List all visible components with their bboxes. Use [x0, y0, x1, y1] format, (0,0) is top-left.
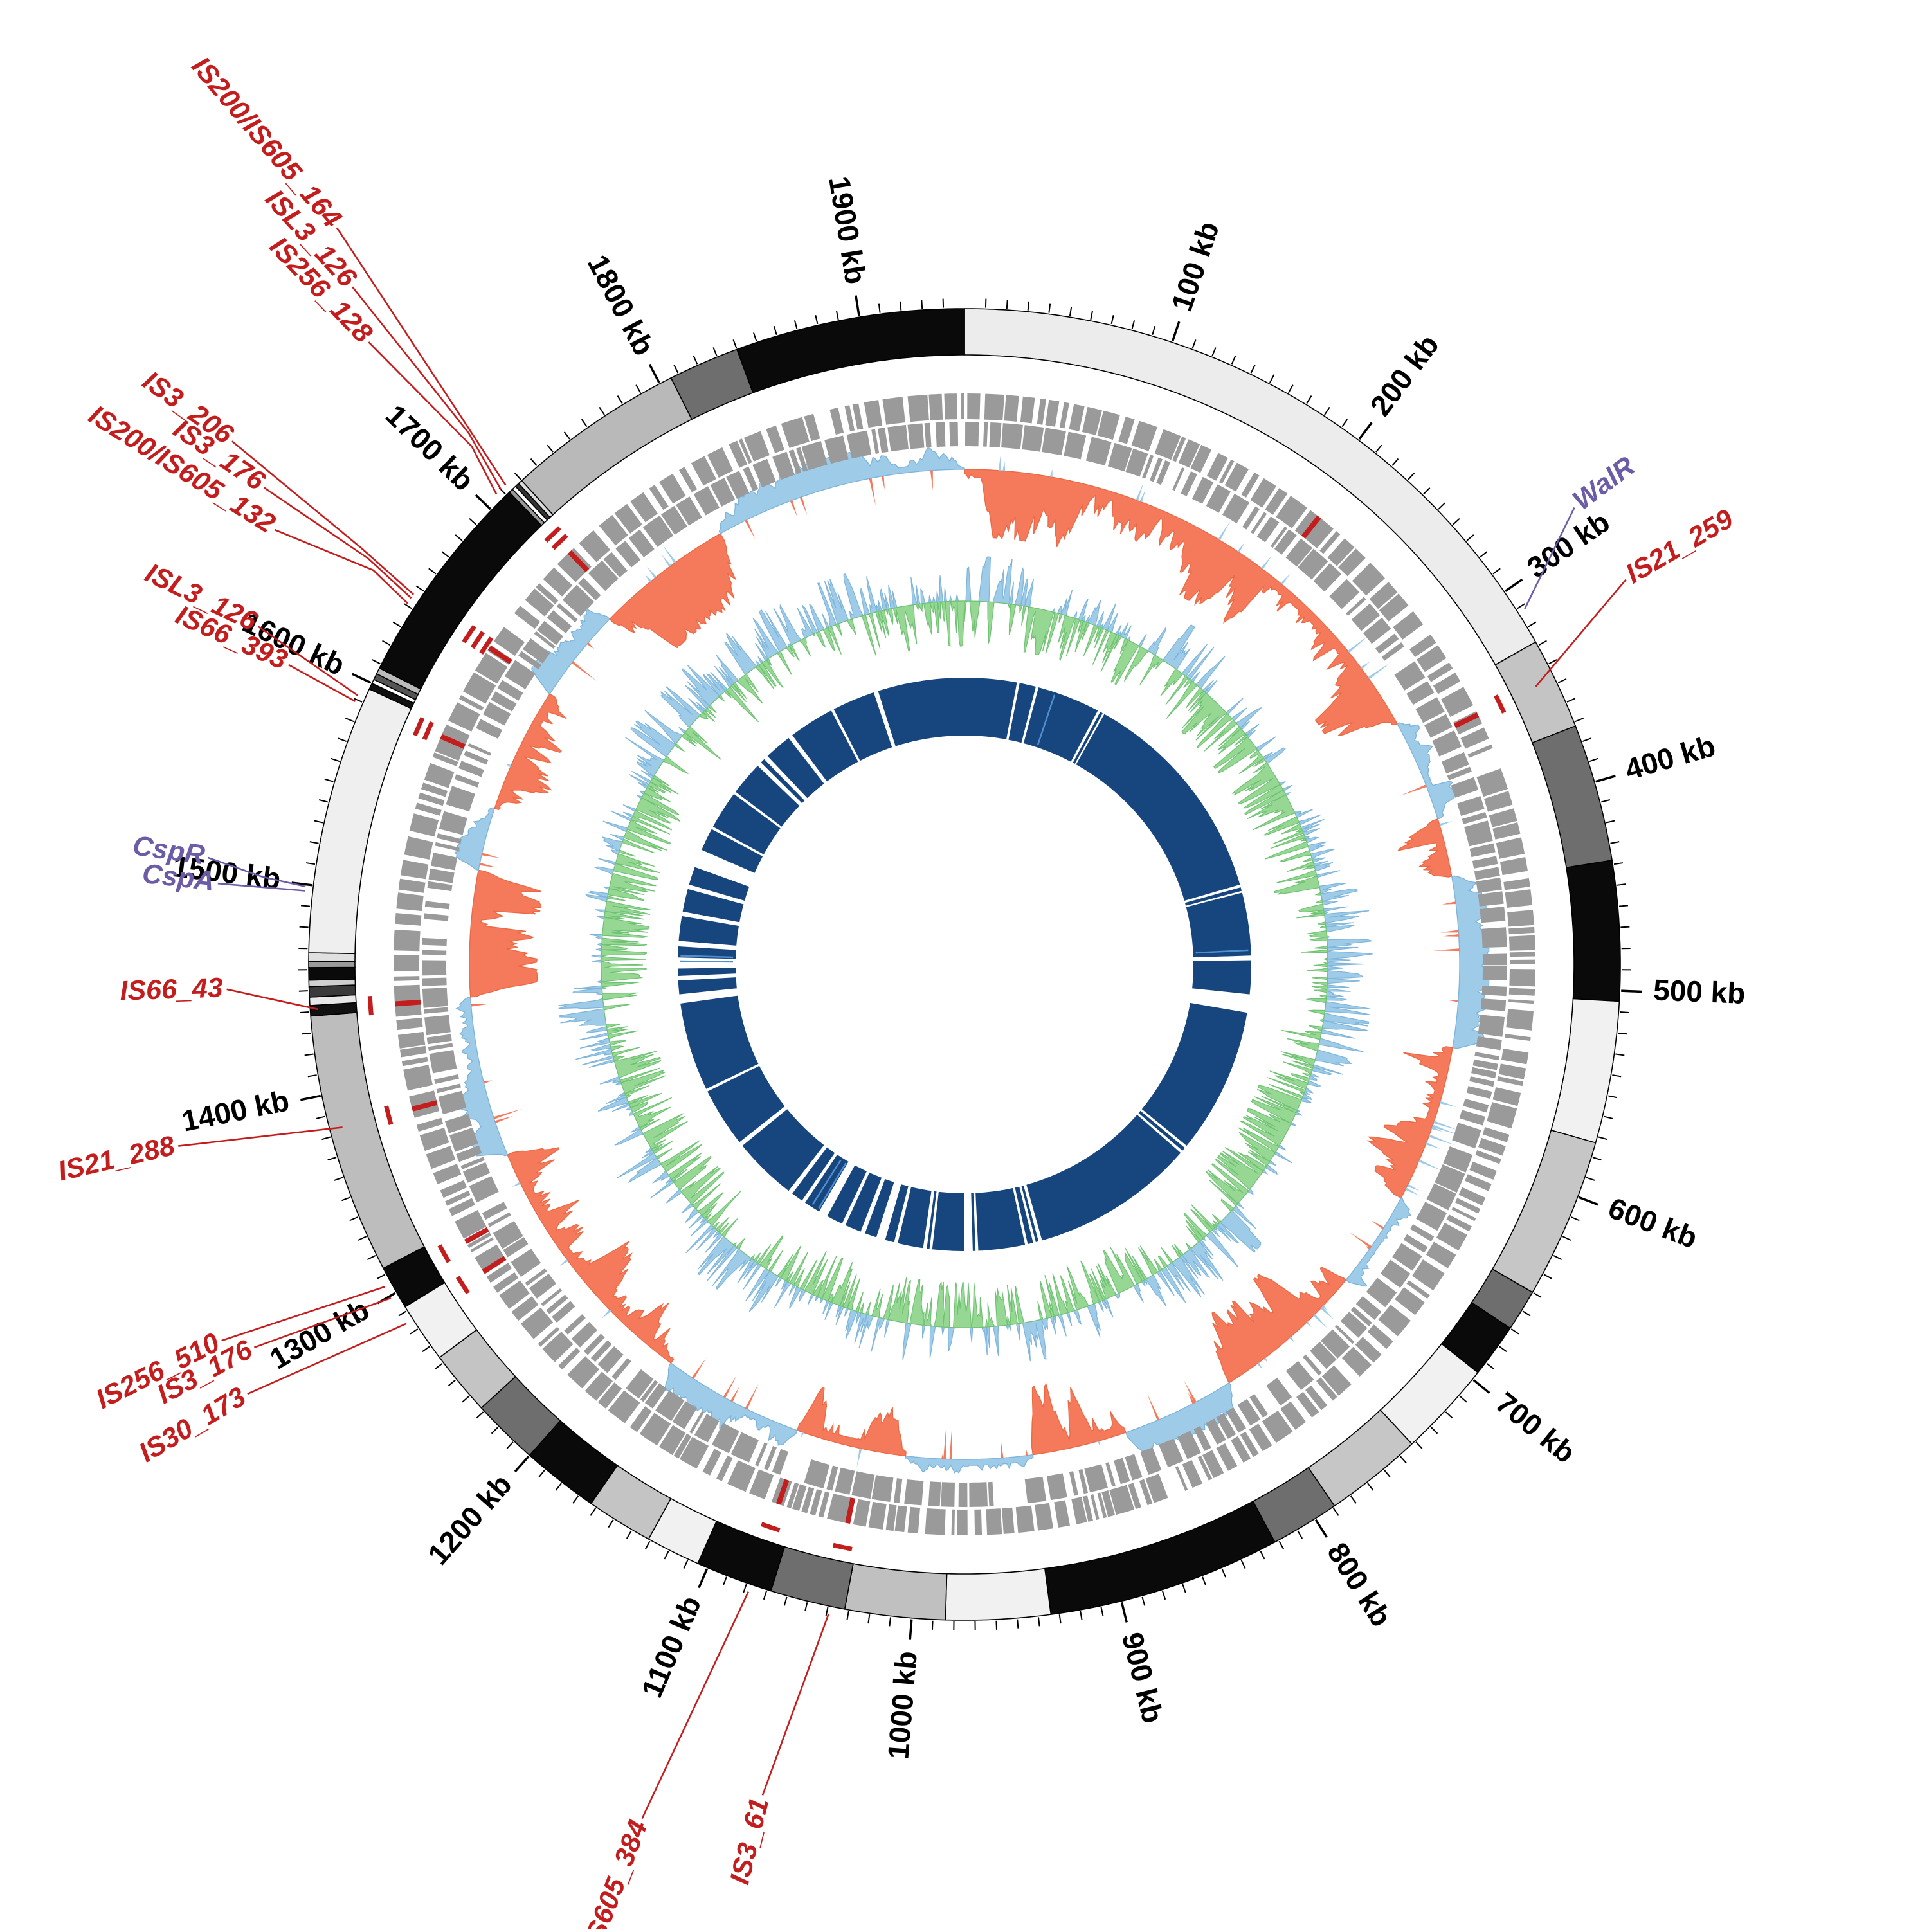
gene-block: [1004, 395, 1019, 422]
minor-tick: [1619, 905, 1628, 906]
gene-block: [422, 950, 446, 955]
gene-block: [965, 422, 979, 446]
alignment-hairline: [680, 961, 733, 962]
gene-block: [961, 393, 964, 419]
gene-block: [959, 1483, 968, 1507]
minor-tick: [1620, 927, 1629, 928]
gene-block: [1510, 952, 1535, 957]
gene-block: [422, 978, 446, 986]
gene-block: [1480, 907, 1505, 923]
gene-block: [928, 1481, 941, 1506]
gene-block: [949, 422, 958, 446]
gene-block: [936, 422, 946, 447]
gene-block: [967, 393, 980, 419]
gene-block: [1483, 953, 1507, 965]
gene-block: [1478, 1015, 1505, 1036]
contig-segment: [309, 961, 355, 968]
contig-segment: [309, 953, 355, 962]
gene-block: [1481, 998, 1506, 1011]
gene-block: [1022, 425, 1044, 451]
gene-block: [424, 1015, 451, 1035]
gene-block: [1510, 960, 1535, 964]
minor-tick: [301, 905, 310, 906]
gene-block: [394, 930, 420, 951]
gene-block: [1506, 1009, 1534, 1030]
gene-block: [986, 1508, 1002, 1535]
minor-tick: [1620, 1012, 1629, 1013]
gene-block: [974, 1510, 982, 1535]
gene-block: [984, 394, 1004, 421]
minor-tick: [996, 1621, 997, 1630]
gene-block: [887, 425, 909, 451]
marker-dash: [370, 996, 371, 1015]
gene-block: [1509, 969, 1535, 986]
minor-tick: [300, 927, 309, 928]
minor-tick: [1028, 302, 1029, 311]
gene-block: [952, 1510, 955, 1535]
gene-block: [908, 424, 925, 449]
gene-block: [1025, 1477, 1047, 1504]
gene-block: [1482, 986, 1507, 996]
tick-label: 500 kb: [1653, 973, 1746, 1010]
alignment-arc: [1192, 961, 1251, 995]
gene-block: [1001, 423, 1023, 449]
gene-block: [1016, 1506, 1035, 1533]
gene-block: [1509, 935, 1535, 951]
gene-block: [422, 938, 448, 946]
gene-block: [969, 1482, 988, 1507]
gene-block: [1483, 966, 1507, 980]
gene-block: [904, 1479, 923, 1505]
gene-block: [1507, 910, 1534, 926]
minor-tick: [900, 302, 901, 311]
gene-block: [990, 422, 1002, 447]
contig-segment: [1566, 860, 1620, 1002]
contig-segment: [309, 968, 355, 980]
contig-segment: [945, 1569, 1051, 1620]
gene-block: [928, 394, 943, 420]
gene-block: [394, 976, 419, 981]
minor-tick: [921, 300, 922, 309]
gene-block: [941, 1482, 955, 1507]
gene-block: [422, 960, 446, 975]
gene-block: [1481, 927, 1507, 948]
gene-block: [422, 988, 448, 1008]
minor-tick: [932, 1621, 933, 1630]
gene-block: [957, 1510, 968, 1535]
gene-block: [394, 955, 419, 971]
gene-block: [396, 892, 423, 911]
minor-tick: [300, 1012, 309, 1013]
gene-block: [882, 397, 905, 425]
gene-block: [908, 395, 929, 422]
gene-block: [925, 1508, 946, 1535]
minor-tick: [1007, 300, 1008, 309]
annotation-label-is66-43: IS66_43: [120, 972, 224, 1006]
gene-block: [944, 393, 957, 419]
minor-tick: [1017, 1620, 1018, 1629]
